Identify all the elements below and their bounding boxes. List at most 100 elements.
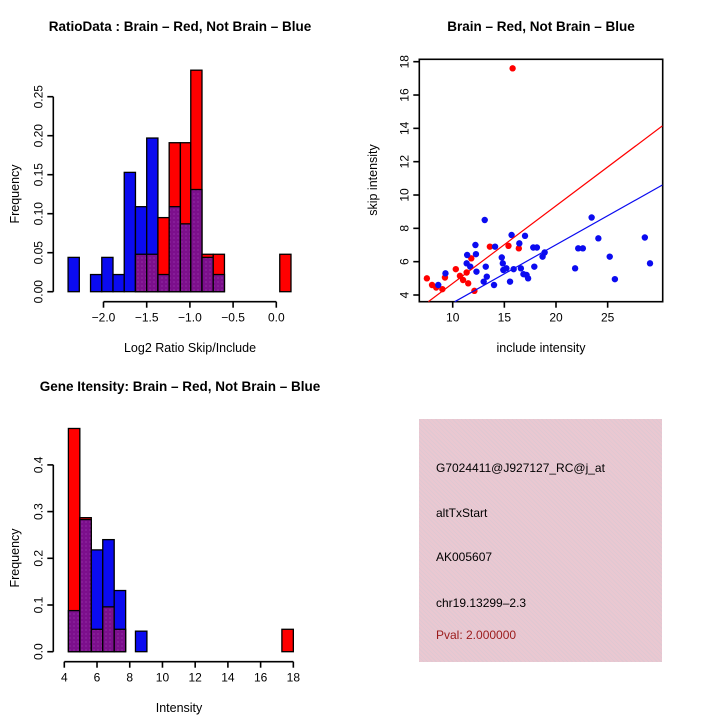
x-tick-label: −2.0: [92, 311, 116, 325]
histogram-overlap-bar: [190, 188, 203, 293]
event-type-line: altTxStart: [436, 506, 488, 520]
y-tick-label: 4: [397, 291, 411, 298]
accession-line: AK005607: [436, 550, 493, 564]
histogram-overlap-bar: [201, 256, 214, 293]
scatter-point-red: [423, 275, 431, 282]
histogram-overlap-bar: [157, 273, 170, 293]
scatter-point-blue: [606, 253, 613, 260]
scatter-point-blue: [442, 270, 449, 277]
y-tick-label: 0.2: [31, 550, 45, 567]
scatter-point-red: [459, 276, 467, 284]
scatter-point-blue: [516, 240, 523, 247]
scatter-point-blue: [472, 241, 479, 249]
ratio-histogram-panel: 0.00 0.05 0.10 0.15 0.20 0.25 Frequency −2.0 −1.…: [0, 0, 360, 360]
scatter-point-red: [509, 65, 516, 72]
scatter-point-blue: [490, 281, 498, 289]
x-tick-label: 12: [189, 671, 203, 685]
scatter-point-blue: [524, 275, 532, 282]
histogram-bar: [89, 273, 103, 293]
histogram-overlap-bar: [134, 253, 148, 293]
scatter-point-blue: [611, 275, 619, 283]
histogram-overlap-bar: [79, 518, 92, 653]
y-tick-label: 6: [397, 258, 411, 265]
x-tick-label: 16: [254, 671, 268, 685]
scatter-point-blue: [480, 278, 487, 285]
scatter-point-red: [452, 265, 459, 273]
scatter-point-blue: [499, 260, 507, 267]
x-tick-label: 6: [94, 671, 101, 685]
scatter-point-blue: [533, 244, 541, 251]
y-tick-label: 16: [397, 88, 411, 102]
x-tick-label: 15: [498, 311, 512, 325]
gene-histogram-panel: 0.0 0.1 0.2 0.3 0.4 Frequency 4 6 8 10 12 14 16 18 Int…: [0, 360, 360, 720]
x-tick-label: 14: [221, 671, 235, 685]
x-tick-label: −1.5: [135, 311, 159, 325]
plot-box: [418, 58, 664, 303]
histogram-overlap-bar: [179, 223, 192, 293]
histogram-bar: [279, 253, 292, 293]
scatter-point-blue: [506, 278, 514, 285]
scatter-point-blue: [595, 235, 602, 242]
scatter-point-red: [505, 242, 512, 250]
y-tick-label: 0.1: [31, 596, 45, 613]
y-tick-label: 0.0: [31, 643, 45, 660]
histogram-bar: [101, 256, 114, 293]
x-axis-title: include intensity: [497, 341, 587, 355]
y-tick-label: 0.00: [31, 280, 45, 304]
panel-title: Brain – Red, Not Brain – Blue: [447, 19, 635, 34]
histogram-overlap-bar: [146, 253, 159, 293]
scatter-point-blue: [575, 245, 582, 252]
x-tick-label: 18: [287, 671, 301, 685]
x-tick-label: 0.0: [268, 311, 285, 325]
histogram-overlap-bar: [113, 628, 127, 653]
x-tick-label: −0.5: [221, 311, 245, 325]
x-tick-label: 10: [446, 311, 460, 325]
pval-line: Pval: 2.000000: [436, 628, 517, 642]
y-tick-label: 14: [397, 121, 411, 135]
scatter-point-red: [439, 285, 446, 293]
x-tick-label: 4: [61, 671, 68, 685]
gene-info-panel: G7024411@J927127_RC@j_at altTxStart AK00…: [360, 360, 720, 720]
scatter-point-blue: [517, 265, 525, 272]
x-tick-label: 8: [126, 671, 133, 685]
scatter-point-blue: [481, 216, 488, 224]
histogram-bar: [67, 256, 80, 293]
x-tick-label: 10: [156, 671, 170, 685]
scatter-point-blue: [491, 243, 499, 250]
scatter-point-blue: [472, 250, 480, 258]
scatter-point-blue: [571, 265, 579, 272]
histogram-overlap-bar: [168, 206, 182, 293]
regression-line-blue: [454, 184, 663, 303]
y-tick-label: 10: [397, 188, 411, 202]
locus-line: chr19.13299–2.3: [436, 596, 527, 610]
scatter-point-blue: [646, 260, 654, 267]
ratio-histogram-chart: 0.00 0.05 0.10 0.15 0.20 0.25 Frequency −2.0 −1.…: [8, 19, 312, 355]
scatter-point-blue: [521, 232, 529, 240]
histogram-overlap-bar: [212, 273, 226, 293]
x-tick-label: −1.0: [178, 311, 202, 325]
scatter-point-blue: [498, 254, 505, 261]
scatter-point-red: [486, 243, 494, 250]
histogram-overlap-bar: [102, 606, 115, 653]
y-axis-title: Frequency: [8, 164, 22, 224]
x-tick-label: 20: [549, 311, 563, 325]
y-tick-label: 0.3: [31, 503, 45, 520]
y-axis-title: Frequency: [8, 528, 22, 588]
scatter-point-blue: [473, 268, 480, 275]
histogram-overlap-bar: [90, 628, 104, 653]
histogram-bar: [281, 628, 294, 653]
scatter-point-blue: [588, 214, 595, 221]
scatter-point-blue: [641, 234, 649, 241]
scatter-point-blue: [467, 263, 474, 270]
histogram-bar: [123, 171, 137, 293]
histogram-bar: [112, 273, 125, 293]
panel-title: RatioData : Brain – Red, Not Brain – Blu…: [49, 19, 312, 34]
histogram-bar: [134, 630, 148, 653]
scatter-point-blue: [503, 265, 510, 272]
scatter-point-blue: [483, 273, 490, 280]
scatter-point-blue: [531, 263, 538, 270]
scatter-point-blue: [579, 245, 587, 252]
histogram-overlap-bar: [67, 609, 81, 653]
y-tick-label: 0.4: [31, 456, 45, 473]
